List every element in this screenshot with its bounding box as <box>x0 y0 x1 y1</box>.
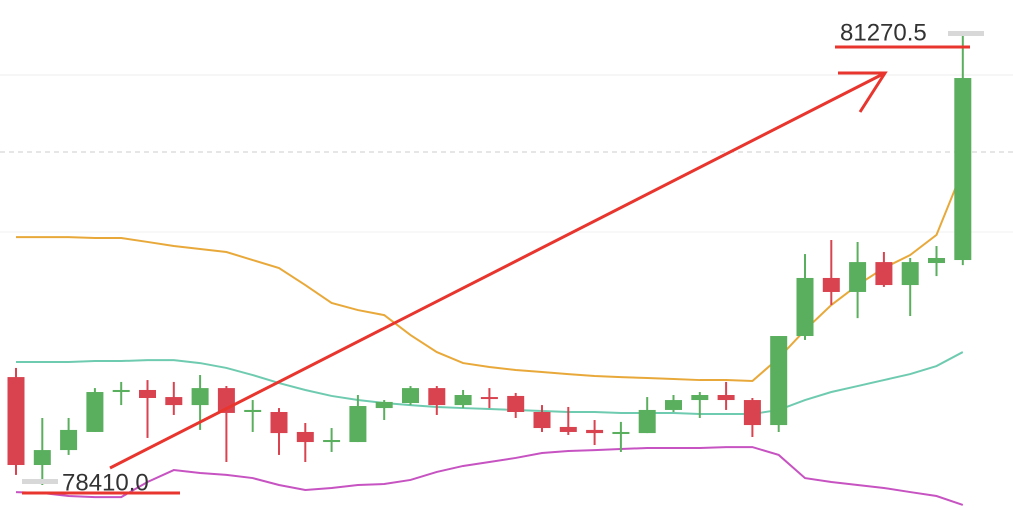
candle-body <box>559 426 577 432</box>
price-tag <box>22 479 58 484</box>
candle-body <box>86 392 104 432</box>
candle-body <box>402 388 419 404</box>
candle-body <box>928 257 945 264</box>
candles <box>7 35 972 485</box>
price-tag <box>948 31 984 36</box>
price-label: 78410.0 <box>62 469 149 496</box>
candle-body <box>586 429 604 434</box>
candle-body <box>691 395 709 401</box>
band-line <box>16 351 964 416</box>
candle-body <box>165 397 183 406</box>
candle-body <box>507 395 525 412</box>
candle-body <box>480 397 498 400</box>
candle-body <box>770 336 788 426</box>
band-line <box>15 446 964 506</box>
candle-body <box>296 431 314 443</box>
candle-body <box>796 277 814 337</box>
candle-body <box>139 389 156 398</box>
candle-body <box>349 406 367 443</box>
candle-body <box>244 409 262 412</box>
candle-body <box>901 262 919 286</box>
candle-body <box>375 401 393 409</box>
candle-body <box>638 409 656 434</box>
candle-body <box>533 411 551 429</box>
candle-body <box>717 395 735 401</box>
arrow-head <box>838 71 888 113</box>
candle-body <box>270 411 288 434</box>
candle-body <box>60 429 78 451</box>
annotations: 81270.5 78410.0 <box>22 19 984 496</box>
candle-body <box>665 400 682 410</box>
candle-body <box>875 262 893 286</box>
candle-body <box>612 431 630 435</box>
candle-body <box>191 388 209 406</box>
candle-body <box>454 395 472 406</box>
candle-body <box>822 277 840 292</box>
candle-body <box>954 78 972 261</box>
candle-body <box>33 450 51 466</box>
candle-body <box>743 400 761 426</box>
price-label: 81270.5 <box>840 19 927 46</box>
candle-body <box>7 377 25 466</box>
arrow <box>109 71 886 470</box>
candle-body <box>428 388 446 406</box>
candle-body <box>849 262 867 292</box>
bands <box>15 169 964 506</box>
candle-body <box>112 389 130 393</box>
candle-body <box>323 439 341 443</box>
